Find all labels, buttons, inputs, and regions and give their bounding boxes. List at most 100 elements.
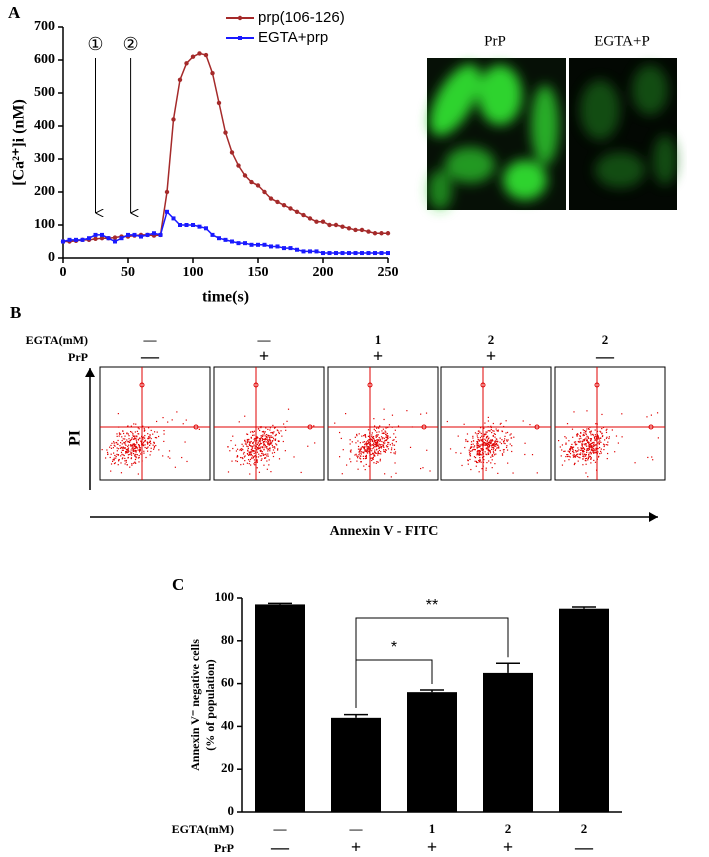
dot bbox=[267, 435, 270, 437]
dot bbox=[138, 445, 141, 447]
dot bbox=[145, 456, 147, 459]
dot bbox=[373, 441, 375, 443]
dot bbox=[247, 439, 250, 441]
dot bbox=[259, 449, 261, 451]
dot bbox=[576, 433, 579, 435]
dot bbox=[314, 442, 316, 444]
dot bbox=[375, 435, 377, 437]
dot bbox=[250, 437, 252, 439]
dot bbox=[268, 439, 270, 441]
dot bbox=[260, 442, 262, 445]
dot bbox=[582, 451, 584, 453]
dot bbox=[145, 447, 148, 449]
significance-label: * bbox=[391, 639, 397, 656]
dot bbox=[574, 449, 577, 452]
dot bbox=[370, 457, 372, 459]
dot bbox=[240, 464, 242, 466]
dot bbox=[611, 429, 613, 431]
dot bbox=[126, 433, 128, 435]
marker bbox=[275, 244, 280, 249]
dot bbox=[272, 440, 274, 442]
dot bbox=[148, 436, 150, 438]
dot bbox=[135, 446, 137, 448]
dot bbox=[132, 452, 135, 455]
dot bbox=[603, 448, 605, 451]
bar bbox=[255, 604, 305, 812]
dot bbox=[259, 443, 261, 445]
dot bbox=[595, 423, 597, 425]
dot bbox=[385, 434, 387, 436]
dot bbox=[371, 457, 373, 459]
dot bbox=[263, 443, 265, 445]
dot bbox=[270, 471, 272, 473]
dot bbox=[572, 448, 574, 451]
dot bbox=[496, 438, 498, 440]
dot bbox=[123, 442, 125, 444]
dot bbox=[373, 462, 375, 464]
dot bbox=[118, 435, 120, 437]
dot bbox=[253, 452, 255, 454]
dot bbox=[133, 448, 135, 450]
condition-label: EGTA(mM) bbox=[172, 822, 234, 836]
dot bbox=[125, 444, 127, 446]
dot bbox=[499, 449, 501, 452]
marker bbox=[171, 216, 176, 221]
dot bbox=[163, 433, 165, 435]
dot bbox=[138, 454, 140, 457]
dot bbox=[364, 443, 366, 445]
annotation: ① bbox=[87, 34, 103, 54]
dot bbox=[583, 450, 585, 453]
dot bbox=[253, 434, 255, 436]
dot bbox=[251, 447, 254, 449]
panel-label: C bbox=[172, 575, 184, 594]
dot bbox=[260, 449, 262, 451]
dot bbox=[376, 440, 378, 442]
gate-handle bbox=[421, 424, 427, 430]
dot bbox=[365, 444, 368, 446]
dot bbox=[123, 447, 125, 449]
dot bbox=[134, 445, 136, 448]
dot bbox=[375, 443, 377, 445]
dot bbox=[273, 446, 276, 448]
dot bbox=[587, 441, 589, 444]
dot bbox=[138, 433, 140, 435]
dot bbox=[478, 459, 480, 462]
dot bbox=[345, 464, 348, 466]
marker bbox=[288, 246, 293, 251]
dot bbox=[582, 440, 584, 442]
dot bbox=[477, 437, 479, 439]
marker bbox=[360, 251, 364, 256]
dot bbox=[368, 443, 370, 445]
dot bbox=[143, 436, 145, 438]
dot bbox=[135, 423, 137, 425]
dot bbox=[129, 441, 131, 444]
dot bbox=[143, 452, 145, 454]
dot bbox=[117, 448, 120, 450]
dot bbox=[481, 444, 483, 446]
dot bbox=[504, 442, 506, 445]
dot bbox=[577, 460, 579, 462]
dot bbox=[573, 411, 575, 413]
condition-value: 2 bbox=[488, 332, 495, 347]
dot bbox=[390, 449, 393, 451]
dot bbox=[266, 468, 268, 470]
dot bbox=[506, 439, 508, 441]
dot bbox=[483, 427, 485, 429]
dot bbox=[128, 438, 130, 440]
marker bbox=[177, 77, 183, 83]
dot bbox=[258, 440, 260, 442]
dot bbox=[376, 452, 378, 454]
dot bbox=[594, 434, 596, 436]
marker bbox=[282, 246, 286, 251]
dot bbox=[365, 436, 367, 438]
dot bbox=[469, 458, 471, 461]
dot bbox=[581, 445, 584, 447]
y-tick-label: 80 bbox=[221, 632, 234, 647]
dot bbox=[238, 421, 240, 423]
dot bbox=[153, 431, 156, 433]
dot bbox=[246, 440, 249, 442]
micrograph-prp bbox=[427, 58, 566, 210]
dot bbox=[485, 469, 487, 471]
dot bbox=[603, 444, 606, 446]
dot bbox=[371, 436, 373, 438]
